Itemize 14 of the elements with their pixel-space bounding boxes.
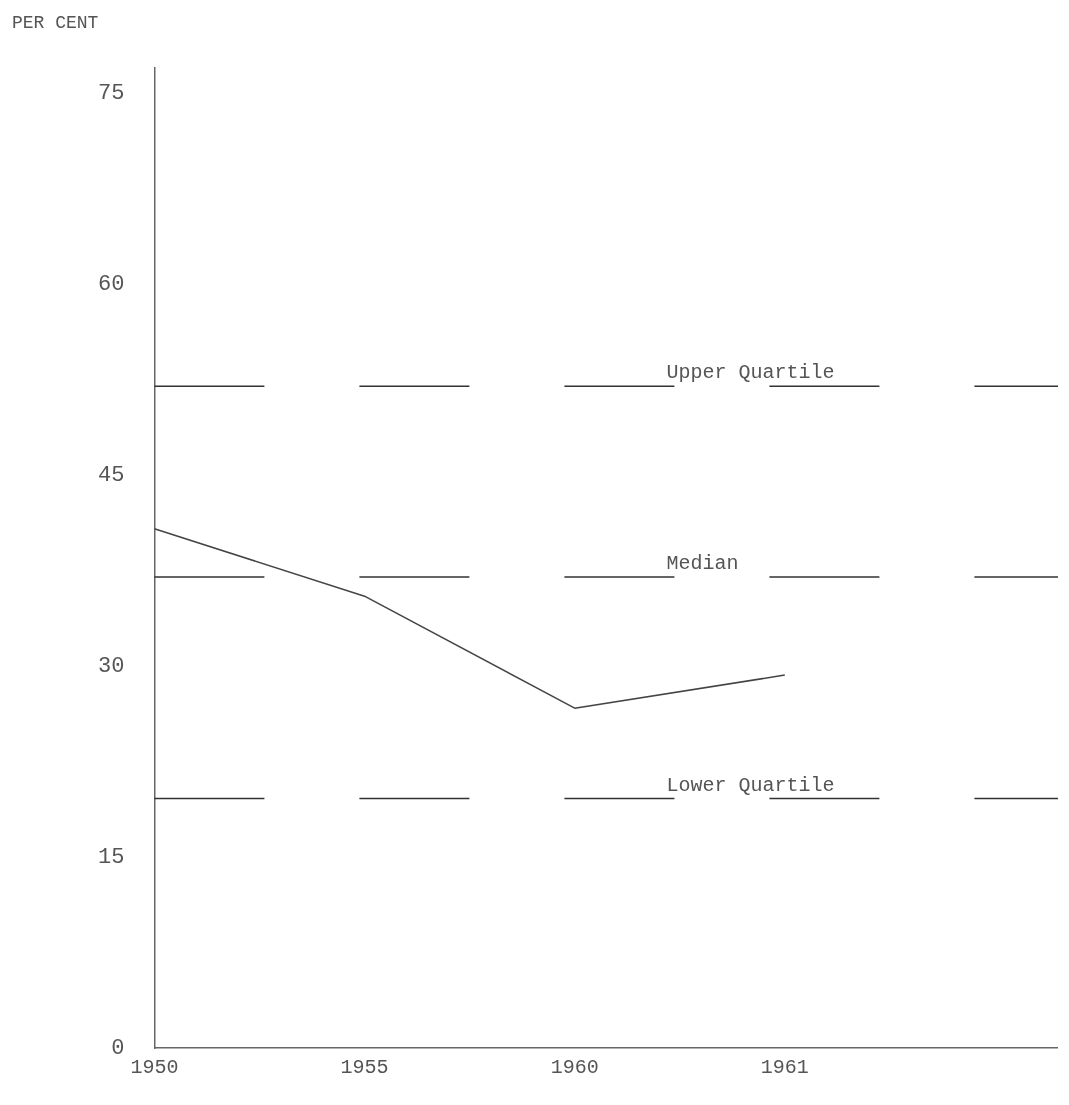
y-tick-label: 60	[98, 272, 125, 298]
y-tick-label: 0	[111, 1035, 125, 1061]
x-tick-label: 1955	[340, 1056, 389, 1080]
ref-line-label: Median	[666, 552, 739, 576]
x-tick-label: 1960	[550, 1056, 599, 1080]
ref-line-label: Lower Quartile	[666, 773, 835, 797]
y-axis-title: PER CENT	[12, 12, 99, 33]
y-tick-label: 45	[98, 463, 125, 489]
ref-line-label: Upper Quartile	[666, 361, 835, 385]
y-tick-label: 30	[98, 654, 125, 680]
x-tick-label: 1961	[760, 1056, 809, 1080]
y-tick-label: 75	[98, 81, 125, 107]
x-tick-label: 1950	[130, 1056, 179, 1080]
y-tick-label: 15	[98, 844, 125, 870]
